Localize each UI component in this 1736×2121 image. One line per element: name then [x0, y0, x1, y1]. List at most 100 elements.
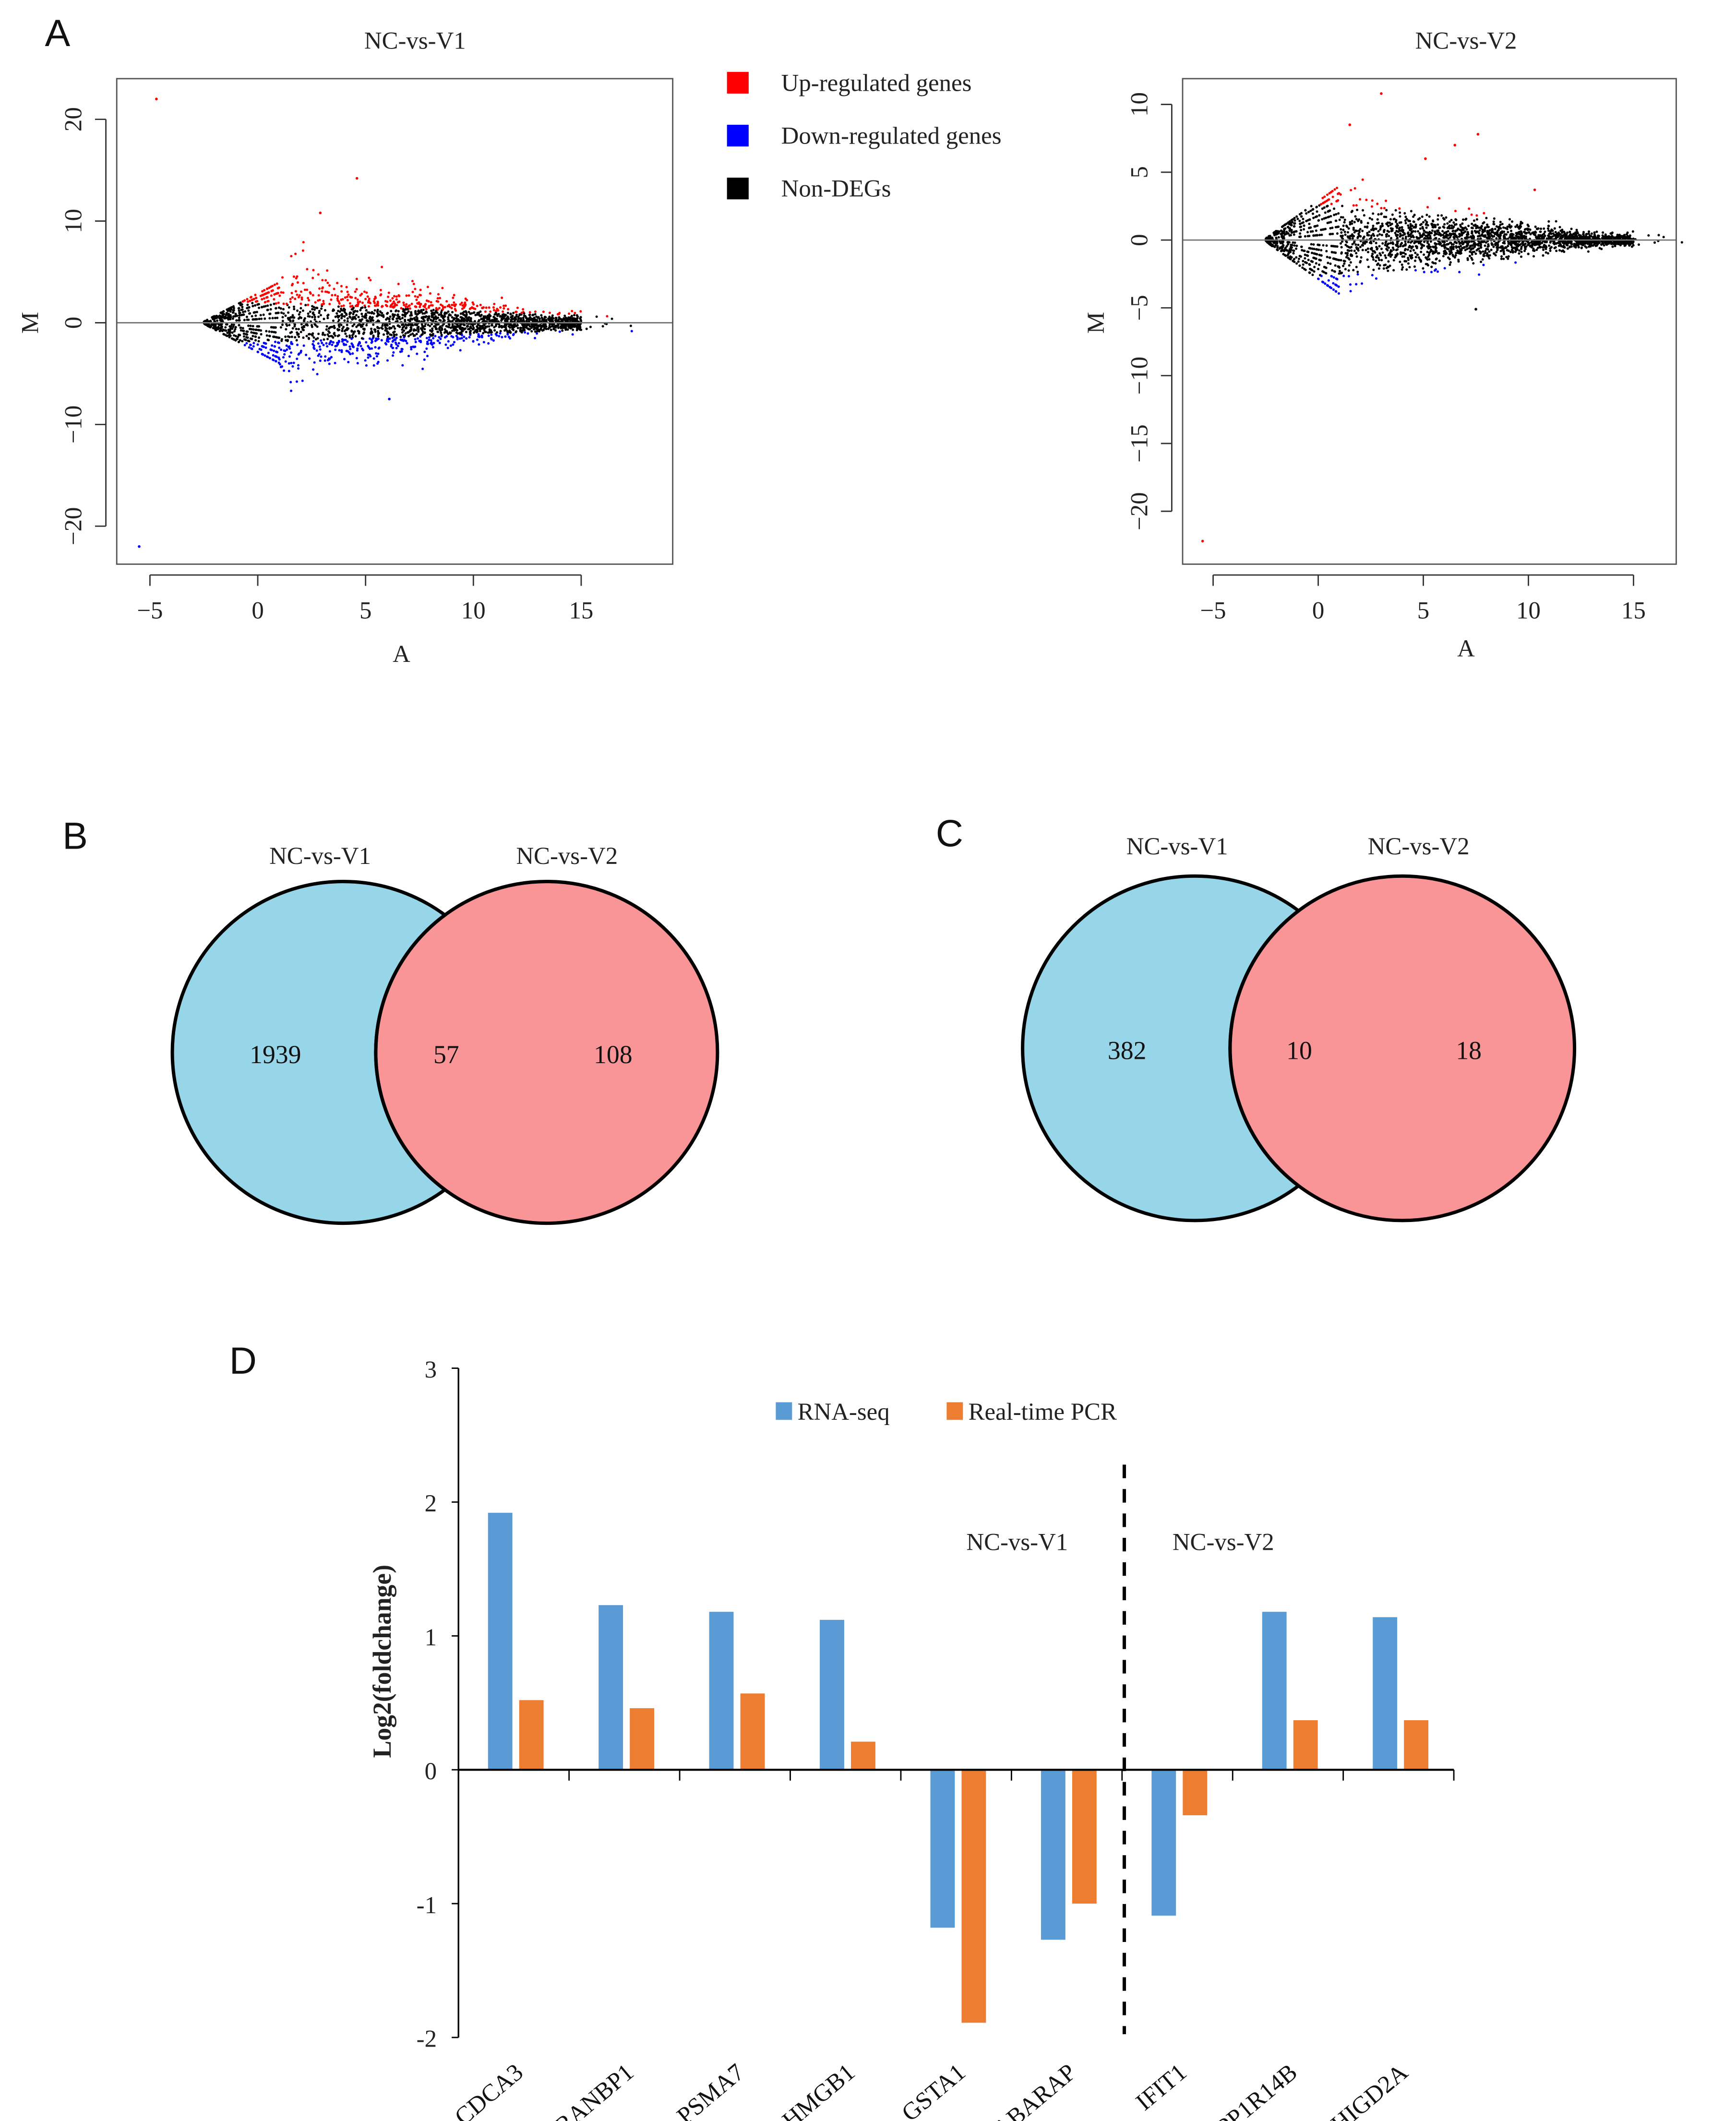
- ma-point: [1388, 221, 1391, 224]
- ma-point: [326, 317, 329, 320]
- ma-point: [461, 312, 464, 314]
- ma-point: [1352, 227, 1355, 229]
- ma-point: [479, 330, 481, 333]
- ma-point: [238, 309, 240, 312]
- ma-point: [519, 326, 522, 329]
- ma-point: [337, 329, 340, 332]
- ma-point: [332, 319, 335, 322]
- ma-point: [278, 363, 281, 366]
- ma-point: [443, 331, 446, 334]
- ma-point: [1558, 226, 1561, 228]
- ma-point: [254, 339, 257, 342]
- ma-point: [414, 341, 417, 344]
- ma-point: [371, 317, 373, 320]
- ma-point: [241, 308, 244, 311]
- ma-point: [376, 300, 379, 303]
- ma-point: [1488, 236, 1491, 239]
- ma-point: [552, 325, 555, 328]
- ma-point: [1494, 254, 1497, 257]
- ma-point: [492, 339, 495, 342]
- ma-point: [1440, 214, 1443, 217]
- ma-point: [314, 324, 317, 327]
- ma-point: [1351, 210, 1354, 213]
- ma-point: [456, 314, 459, 317]
- ma-point: [1609, 237, 1612, 240]
- ma-point: [1483, 212, 1485, 215]
- ma-point: [345, 328, 347, 331]
- ma-point: [420, 309, 423, 312]
- ma-point: [469, 312, 472, 315]
- ma-point: [1281, 235, 1283, 238]
- ma-point: [1498, 237, 1501, 240]
- ma-point: [355, 357, 358, 359]
- ma-point: [1328, 198, 1330, 201]
- ma-point: [352, 312, 355, 315]
- ma-point: [1564, 240, 1567, 243]
- ma-point: [1435, 257, 1438, 260]
- ma-point: [415, 329, 418, 332]
- ma-point: [495, 310, 498, 312]
- ma-point: [241, 306, 244, 309]
- ma-point: [1337, 285, 1340, 288]
- ma-point: [370, 332, 372, 335]
- ma-point: [350, 296, 353, 299]
- ma-point: [246, 303, 249, 306]
- ma-point: [346, 340, 349, 343]
- ma-point: [268, 312, 271, 315]
- ma-point: [1407, 256, 1410, 259]
- ma-point: [1447, 230, 1449, 233]
- ma-point: [243, 344, 246, 347]
- ma-point: [286, 339, 289, 342]
- ma-point: [1302, 260, 1305, 263]
- ma-point: [341, 340, 344, 343]
- ma-point: [225, 313, 227, 316]
- ma-point: [460, 337, 463, 340]
- ma-point: [490, 324, 493, 327]
- ma-point: [1353, 231, 1356, 234]
- ma-point: [1338, 259, 1341, 262]
- ma-point: [1355, 218, 1358, 221]
- ma-point: [333, 326, 336, 329]
- ma-point: [316, 325, 319, 328]
- ma-point: [504, 318, 507, 321]
- ma-point: [290, 255, 293, 258]
- ma-point: [571, 310, 574, 312]
- ma-point: [1298, 213, 1301, 216]
- ma-point: [318, 353, 321, 356]
- ma-point: [1321, 270, 1324, 273]
- ma-point: [538, 318, 541, 321]
- ma-point: [443, 319, 445, 323]
- ma-point: [411, 290, 414, 293]
- ma-point: [319, 359, 322, 362]
- ma-point: [1406, 248, 1409, 251]
- ma-point: [298, 313, 300, 316]
- ma-point: [275, 360, 277, 363]
- ma-point: [364, 306, 367, 309]
- ma-point: [1479, 251, 1482, 254]
- legend-swatch-down: [727, 124, 749, 147]
- ma-point: [402, 310, 405, 313]
- ma-point: [1422, 267, 1425, 270]
- ma-point: [1315, 229, 1317, 232]
- ma-point: [1276, 241, 1279, 244]
- ma-point: [1343, 218, 1346, 221]
- ma-point: [1355, 252, 1358, 255]
- ma-point: [239, 339, 241, 342]
- ma-point: [399, 336, 402, 338]
- ma-point: [1490, 249, 1493, 252]
- ma-point: [346, 295, 349, 299]
- ma-point: [231, 331, 234, 334]
- ma-point: [317, 273, 320, 276]
- ma-point: [1542, 248, 1545, 251]
- ma-point: [1497, 241, 1500, 244]
- ma-point: [388, 326, 391, 329]
- ma-point: [331, 294, 334, 297]
- ma-point: [274, 355, 277, 358]
- ma-point: [1357, 219, 1360, 222]
- ma-point: [406, 306, 409, 309]
- ma-point: [414, 295, 417, 298]
- ma-point: [528, 313, 531, 316]
- ma-point: [274, 331, 277, 334]
- y-tick-label: 20: [60, 107, 87, 132]
- ma-point: [535, 332, 539, 335]
